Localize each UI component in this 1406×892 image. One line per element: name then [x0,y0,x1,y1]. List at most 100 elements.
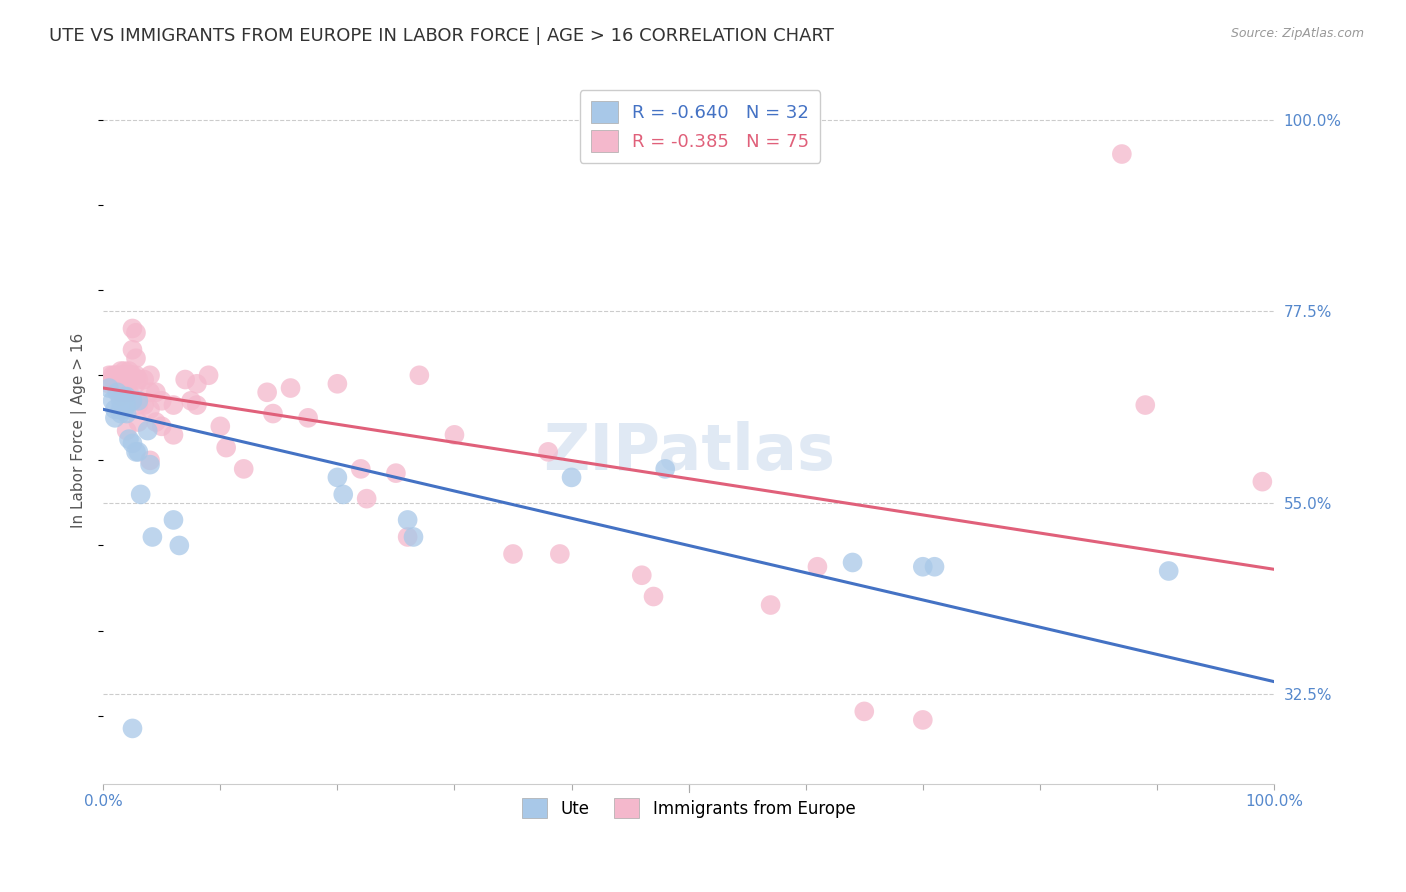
Point [125,376,148,391]
Text: UTE VS IMMIGRANTS FROM EUROPE IN LABOR FORCE | AGE > 16 CORRELATION CHART: UTE VS IMMIGRANTS FROM EUROPE IN LABOR F… [49,27,834,45]
Point [110,368,132,383]
Point [326,470,349,484]
Point [548,547,571,561]
Point [125,368,148,383]
Point [150,393,173,408]
Point [98,368,121,383]
Point [110,381,132,395]
Point [162,427,184,442]
Point [104,370,127,384]
Point [98,381,121,395]
Point [256,385,278,400]
Point [112,368,135,383]
Point [105,381,128,395]
Point [115,368,138,383]
Point [561,470,583,484]
Point [112,402,135,417]
Point [139,368,162,383]
Point [129,487,152,501]
Point [472,879,495,892]
Point [326,376,349,391]
Point [101,393,124,408]
Point [104,402,127,417]
Point [186,398,208,412]
Point [197,368,219,383]
Point [630,568,652,582]
Point [115,381,138,395]
Point [162,398,184,412]
Point [115,424,138,438]
Point [118,368,141,383]
Point [139,458,162,472]
Point [396,530,419,544]
Point [443,427,465,442]
Point [105,370,128,384]
Point [209,419,232,434]
Point [841,556,863,570]
Point [924,559,946,574]
Point [139,453,162,467]
Point [139,385,162,400]
Point [101,372,124,386]
Point [186,376,208,391]
Point [911,713,934,727]
Point [1251,475,1274,489]
Point [180,393,202,408]
Legend: Ute, Immigrants from Europe: Ute, Immigrants from Europe [515,791,862,825]
Y-axis label: In Labor Force | Age > 16: In Labor Force | Age > 16 [72,333,87,528]
Point [115,407,138,421]
Point [112,390,135,404]
Point [110,407,132,421]
Point [125,326,148,340]
Point [125,351,148,366]
Point [1157,564,1180,578]
Point [1227,794,1250,808]
Point [280,381,302,395]
Point [112,364,135,378]
Point [134,398,156,412]
Point [150,419,173,434]
Point [118,372,141,386]
Point [115,372,138,386]
Point [145,385,167,400]
Point [104,368,127,383]
Point [105,376,128,391]
Point [127,445,149,459]
Point [174,372,197,386]
Point [101,368,124,383]
Point [112,385,135,400]
Point [110,393,132,408]
Point [121,436,143,450]
Point [121,722,143,736]
Point [105,385,128,400]
Point [356,491,378,506]
Point [911,559,934,574]
Point [121,343,143,357]
Point [1135,398,1157,412]
Point [110,402,132,417]
Point [98,376,121,391]
Point [232,462,254,476]
Point [121,393,143,408]
Point [502,547,524,561]
Text: Source: ZipAtlas.com: Source: ZipAtlas.com [1230,27,1364,40]
Point [110,390,132,404]
Point [1111,147,1133,161]
Point [110,385,132,400]
Point [145,415,167,429]
Point [115,398,138,412]
Point [402,530,425,544]
Point [215,441,238,455]
Point [105,368,128,383]
Point [537,445,560,459]
Point [806,559,828,574]
Point [396,513,419,527]
Point [127,393,149,408]
Point [350,462,373,476]
Text: ZIPatlas: ZIPatlas [543,421,835,483]
Point [134,372,156,386]
Point [118,432,141,446]
Point [104,376,127,391]
Point [118,364,141,378]
Point [297,410,319,425]
